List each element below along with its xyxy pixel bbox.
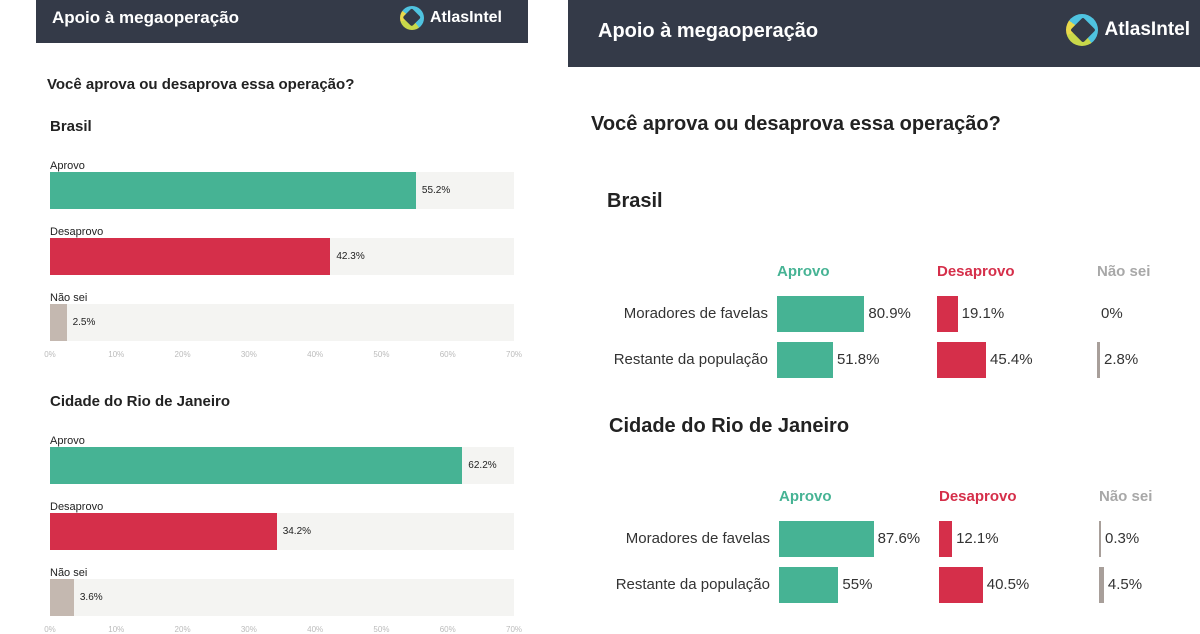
bar-desaprovo [50,238,331,275]
bar-n-o-sei [1099,567,1104,603]
bar-desaprovo [939,521,953,557]
bar-aprovo [779,521,874,557]
data-label: 55% [842,576,873,593]
column-header: Não sei [1097,263,1151,280]
data-label: 4.5% [1107,576,1143,593]
data-label: 3.6% [79,592,103,603]
data-label: 62.2% [468,460,497,471]
bar-n-o-sei [50,579,74,616]
axis-tick-label: 40% [307,350,324,359]
brand-name: AtlasIntel [429,9,502,26]
bar-aprovo [50,447,463,484]
axis-tick-label: 60% [439,350,456,359]
data-label: 55.2% [421,185,451,196]
left-header-title: Apoio à megaoperação [52,8,240,27]
data-label: 42.3% [336,251,365,262]
column-header: Não sei [1099,488,1153,505]
category-label: Desaprovo [50,501,104,513]
data-label: 2.8% [1104,351,1139,368]
column-header: Desaprovo [939,488,1017,505]
bar-desaprovo [50,513,277,550]
bar-aprovo [777,296,865,332]
bar-n-o-sei [1099,521,1101,557]
right-logo: AtlasIntel [1066,14,1190,46]
category-label: Aprovo [50,160,85,172]
axis-tick-label: 30% [240,350,257,359]
column-header: Aprovo [777,263,830,280]
bar-track [50,304,514,341]
data-label: 80.9% [868,305,911,322]
bar-desaprovo [937,296,958,332]
left-header: Apoio à megaoperação AtlasIntel [36,0,528,43]
axis-tick-label: 70% [505,350,523,359]
atlasintel-logo-icon [399,6,424,30]
data-label: 0.3% [1105,530,1140,547]
bar-desaprovo [939,567,983,603]
bar-n-o-sei [50,304,67,341]
right-header: Apoio à megaoperação AtlasIntel [568,0,1200,67]
row-label: Restante da população [613,351,768,368]
atlasintel-logo-icon [1066,14,1099,46]
data-label: 51.8% [836,351,880,368]
data-label: 45.4% [990,351,1033,368]
category-label: Não sei [50,292,88,304]
axis-tick-label: 50% [373,350,390,359]
row-label: Restante da população [615,576,770,593]
data-label: 2.5% [72,317,96,328]
section-title: Cidade do Rio de Janeiro [609,415,850,437]
category-label: Aprovo [50,435,85,447]
bar-n-o-sei [1097,342,1101,378]
data-label: 40.5% [986,576,1030,593]
bar-aprovo [779,567,839,603]
data-label: 87.6% [877,530,921,547]
data-label: 12.1% [956,530,999,547]
bar-desaprovo [937,342,987,378]
axis-tick-label: 10% [108,350,125,359]
chart-title: Cidade do Rio de Janeiro [50,393,231,410]
data-label: 19.1% [961,305,1005,322]
bar-aprovo [50,172,416,209]
brand-name: AtlasIntel [1104,19,1190,40]
left-logo: AtlasIntel [399,6,502,30]
row-label: Moradores de favelas [625,530,770,547]
column-header: Aprovo [779,488,832,505]
category-label: Desaprovo [50,226,104,238]
left-question: Você aprova ou desaprova essa operação? [47,76,355,93]
row-label: Moradores de favelas [623,305,768,322]
data-label: 0% [1101,305,1123,322]
section-title: Brasil [607,190,663,212]
axis-tick-label: 20% [174,350,191,359]
category-label: Não sei [50,567,88,579]
chart-title: Brasil [50,118,92,135]
column-header: Desaprovo [937,263,1015,280]
axis-tick-label: 0% [44,350,56,359]
data-label: 34.2% [282,526,312,537]
right-question: Você aprova ou desaprova essa operação? [591,113,1001,135]
bar-track [50,579,514,616]
bar-aprovo [777,342,833,378]
right-header-title: Apoio à megaoperação [598,20,819,42]
